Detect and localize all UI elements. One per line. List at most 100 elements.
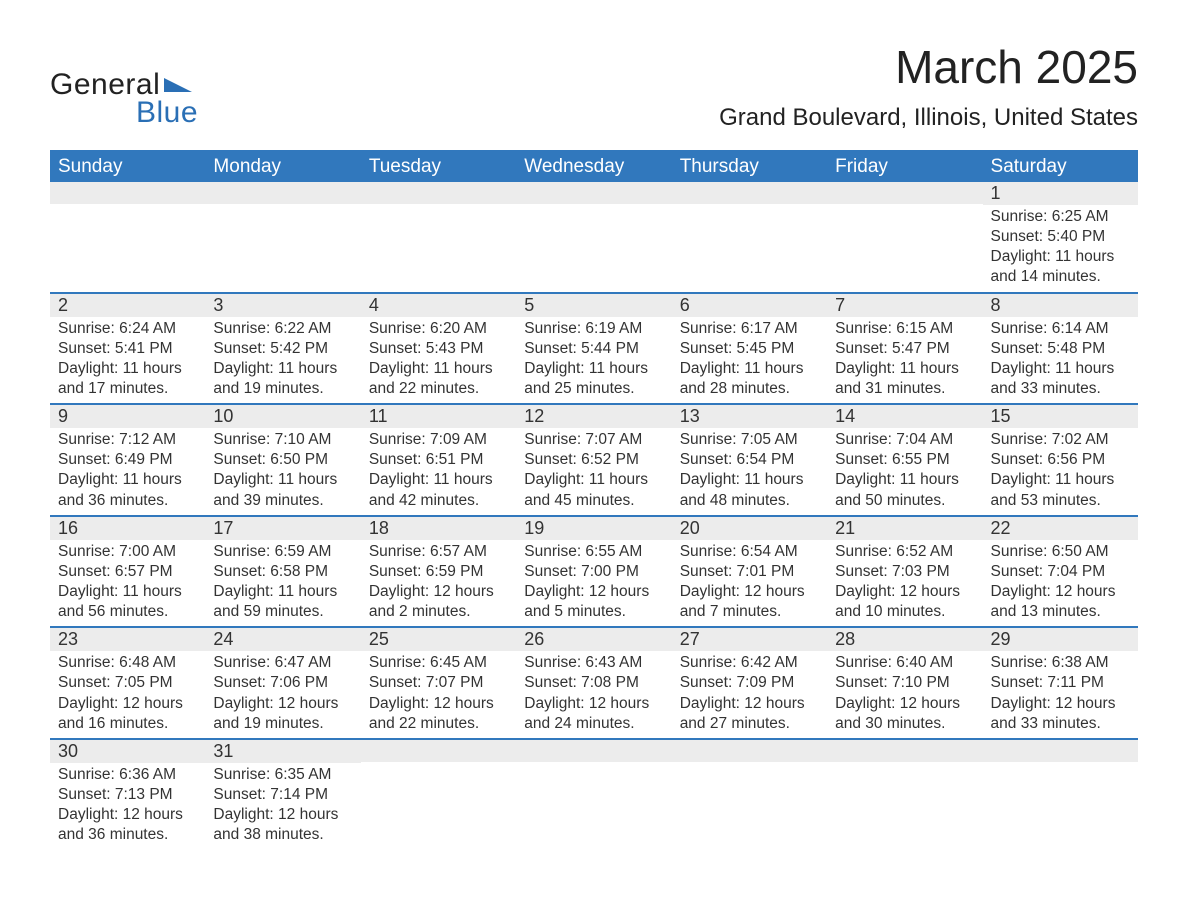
calendar-day: 4Sunrise: 6:20 AMSunset: 5:43 PMDaylight… — [361, 293, 516, 405]
day-number: 25 — [361, 628, 516, 651]
calendar-day: 24Sunrise: 6:47 AMSunset: 7:06 PMDayligh… — [205, 627, 360, 739]
day-content — [983, 762, 1138, 838]
day-number: 11 — [361, 405, 516, 428]
day-content: Sunrise: 7:04 AMSunset: 6:55 PMDaylight:… — [827, 428, 982, 515]
header: General Blue March 2025 Grand Boulevard,… — [50, 40, 1138, 132]
calendar-week: 23Sunrise: 6:48 AMSunset: 7:05 PMDayligh… — [50, 627, 1138, 739]
day-content: Sunrise: 6:19 AMSunset: 5:44 PMDaylight:… — [516, 317, 671, 404]
day-number: 19 — [516, 517, 671, 540]
calendar-day: 25Sunrise: 6:45 AMSunset: 7:07 PMDayligh… — [361, 627, 516, 739]
daylight-text: Daylight: 12 hours and 7 minutes. — [680, 582, 819, 622]
calendar-day: 29Sunrise: 6:38 AMSunset: 7:11 PMDayligh… — [983, 627, 1138, 739]
day-number: 17 — [205, 517, 360, 540]
daylight-text: Daylight: 12 hours and 27 minutes. — [680, 694, 819, 734]
calendar-day — [672, 739, 827, 850]
calendar-day — [516, 182, 671, 293]
sunset-text: Sunset: 5:40 PM — [991, 227, 1130, 247]
calendar-day: 27Sunrise: 6:42 AMSunset: 7:09 PMDayligh… — [672, 627, 827, 739]
sunrise-text: Sunrise: 6:55 AM — [524, 542, 663, 562]
day-content: Sunrise: 6:55 AMSunset: 7:00 PMDaylight:… — [516, 540, 671, 627]
calendar-body: 1Sunrise: 6:25 AMSunset: 5:40 PMDaylight… — [50, 182, 1138, 849]
logo: General Blue — [50, 68, 198, 130]
calendar-day — [205, 182, 360, 293]
day-content: Sunrise: 7:00 AMSunset: 6:57 PMDaylight:… — [50, 540, 205, 627]
day-number: 6 — [672, 294, 827, 317]
sunset-text: Sunset: 7:06 PM — [213, 673, 352, 693]
calendar-week: 30Sunrise: 6:36 AMSunset: 7:13 PMDayligh… — [50, 739, 1138, 850]
sunset-text: Sunset: 7:04 PM — [991, 562, 1130, 582]
sunrise-text: Sunrise: 7:04 AM — [835, 430, 974, 450]
daylight-text: Daylight: 11 hours and 45 minutes. — [524, 470, 663, 510]
day-number — [50, 182, 205, 204]
calendar-day: 20Sunrise: 6:54 AMSunset: 7:01 PMDayligh… — [672, 516, 827, 628]
day-content: Sunrise: 7:02 AMSunset: 6:56 PMDaylight:… — [983, 428, 1138, 515]
sunrise-text: Sunrise: 6:45 AM — [369, 653, 508, 673]
daylight-text: Daylight: 12 hours and 38 minutes. — [213, 805, 352, 845]
calendar-day — [672, 182, 827, 293]
daylight-text: Daylight: 12 hours and 2 minutes. — [369, 582, 508, 622]
day-content: Sunrise: 6:15 AMSunset: 5:47 PMDaylight:… — [827, 317, 982, 404]
day-number: 9 — [50, 405, 205, 428]
day-content: Sunrise: 6:59 AMSunset: 6:58 PMDaylight:… — [205, 540, 360, 627]
sunrise-text: Sunrise: 6:40 AM — [835, 653, 974, 673]
day-number — [516, 740, 671, 762]
daylight-text: Daylight: 11 hours and 48 minutes. — [680, 470, 819, 510]
sunrise-text: Sunrise: 6:35 AM — [213, 765, 352, 785]
day-number — [983, 740, 1138, 762]
sunrise-text: Sunrise: 6:50 AM — [991, 542, 1130, 562]
calendar-day: 12Sunrise: 7:07 AMSunset: 6:52 PMDayligh… — [516, 404, 671, 516]
calendar-day: 2Sunrise: 6:24 AMSunset: 5:41 PMDaylight… — [50, 293, 205, 405]
day-content: Sunrise: 6:40 AMSunset: 7:10 PMDaylight:… — [827, 651, 982, 738]
sunrise-text: Sunrise: 7:02 AM — [991, 430, 1130, 450]
day-number: 12 — [516, 405, 671, 428]
daylight-text: Daylight: 12 hours and 16 minutes. — [58, 694, 197, 734]
day-content: Sunrise: 7:10 AMSunset: 6:50 PMDaylight:… — [205, 428, 360, 515]
calendar-day: 8Sunrise: 6:14 AMSunset: 5:48 PMDaylight… — [983, 293, 1138, 405]
daylight-text: Daylight: 11 hours and 36 minutes. — [58, 470, 197, 510]
day-content: Sunrise: 6:45 AMSunset: 7:07 PMDaylight:… — [361, 651, 516, 738]
day-number: 29 — [983, 628, 1138, 651]
day-content: Sunrise: 6:14 AMSunset: 5:48 PMDaylight:… — [983, 317, 1138, 404]
day-number: 18 — [361, 517, 516, 540]
sunset-text: Sunset: 7:05 PM — [58, 673, 197, 693]
day-header: Wednesday — [516, 151, 671, 182]
day-number — [205, 182, 360, 204]
daylight-text: Daylight: 11 hours and 14 minutes. — [991, 247, 1130, 287]
daylight-text: Daylight: 11 hours and 39 minutes. — [213, 470, 352, 510]
day-content — [361, 762, 516, 838]
calendar-day: 30Sunrise: 6:36 AMSunset: 7:13 PMDayligh… — [50, 739, 205, 850]
day-content: Sunrise: 6:24 AMSunset: 5:41 PMDaylight:… — [50, 317, 205, 404]
day-number: 22 — [983, 517, 1138, 540]
day-number: 16 — [50, 517, 205, 540]
day-number: 4 — [361, 294, 516, 317]
day-content — [672, 762, 827, 838]
sunset-text: Sunset: 7:03 PM — [835, 562, 974, 582]
calendar-day: 19Sunrise: 6:55 AMSunset: 7:00 PMDayligh… — [516, 516, 671, 628]
day-number: 26 — [516, 628, 671, 651]
calendar-week: 9Sunrise: 7:12 AMSunset: 6:49 PMDaylight… — [50, 404, 1138, 516]
day-content — [361, 204, 516, 280]
day-number: 7 — [827, 294, 982, 317]
calendar-day: 21Sunrise: 6:52 AMSunset: 7:03 PMDayligh… — [827, 516, 982, 628]
sunset-text: Sunset: 6:52 PM — [524, 450, 663, 470]
day-content: Sunrise: 6:48 AMSunset: 7:05 PMDaylight:… — [50, 651, 205, 738]
sunrise-text: Sunrise: 6:20 AM — [369, 319, 508, 339]
daylight-text: Daylight: 11 hours and 50 minutes. — [835, 470, 974, 510]
daylight-text: Daylight: 11 hours and 56 minutes. — [58, 582, 197, 622]
calendar-day: 10Sunrise: 7:10 AMSunset: 6:50 PMDayligh… — [205, 404, 360, 516]
daylight-text: Daylight: 11 hours and 42 minutes. — [369, 470, 508, 510]
day-content: Sunrise: 6:50 AMSunset: 7:04 PMDaylight:… — [983, 540, 1138, 627]
calendar-day: 7Sunrise: 6:15 AMSunset: 5:47 PMDaylight… — [827, 293, 982, 405]
calendar-day — [361, 182, 516, 293]
day-content: Sunrise: 6:36 AMSunset: 7:13 PMDaylight:… — [50, 763, 205, 850]
calendar-day — [827, 182, 982, 293]
sunset-text: Sunset: 5:48 PM — [991, 339, 1130, 359]
calendar-day: 13Sunrise: 7:05 AMSunset: 6:54 PMDayligh… — [672, 404, 827, 516]
sunset-text: Sunset: 5:43 PM — [369, 339, 508, 359]
daylight-text: Daylight: 11 hours and 22 minutes. — [369, 359, 508, 399]
day-content: Sunrise: 6:20 AMSunset: 5:43 PMDaylight:… — [361, 317, 516, 404]
day-number: 20 — [672, 517, 827, 540]
daylight-text: Daylight: 12 hours and 10 minutes. — [835, 582, 974, 622]
daylight-text: Daylight: 11 hours and 25 minutes. — [524, 359, 663, 399]
day-number: 14 — [827, 405, 982, 428]
